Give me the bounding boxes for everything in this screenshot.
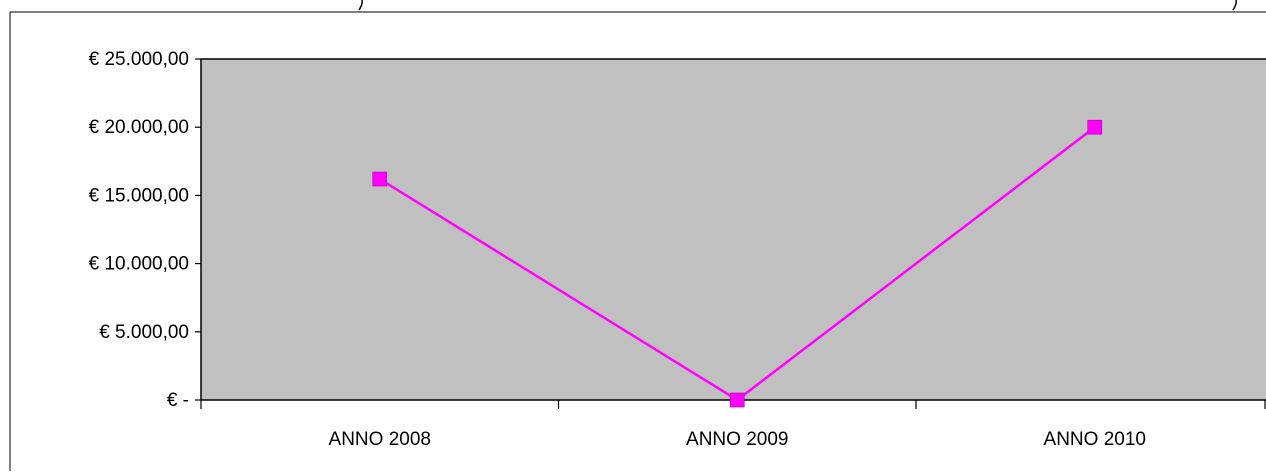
y-tick-label: € 10.000,00 [89, 254, 189, 275]
plot-area [201, 59, 1266, 400]
y-tick-label: € 25.000,00 [89, 49, 189, 70]
data-point-marker [372, 171, 388, 187]
y-axis: € - € 5.000,00 € 10.000,00 € 15.000,00 € 20.… [89, 49, 202, 411]
x-tick-label: ANNO 2009 [686, 429, 788, 450]
y-tick-label: € 15.000,00 [89, 185, 189, 206]
series-group [372, 119, 1103, 408]
data-point-marker [729, 392, 745, 408]
data-point-marker [1087, 119, 1103, 135]
y-tick-label: € 20.000,00 [89, 117, 189, 138]
y-tick-label: € 5.000,00 [99, 322, 189, 343]
x-tick-label: ANNO 2008 [329, 429, 431, 450]
x-tick-label: ANNO 2010 [1044, 429, 1146, 450]
y-tick-label: € - [167, 390, 189, 411]
top-border-fragment [10, 0, 1266, 13]
x-axis: ANNO 2008 ANNO 2009 ANNO 2010 [200, 399, 1266, 450]
